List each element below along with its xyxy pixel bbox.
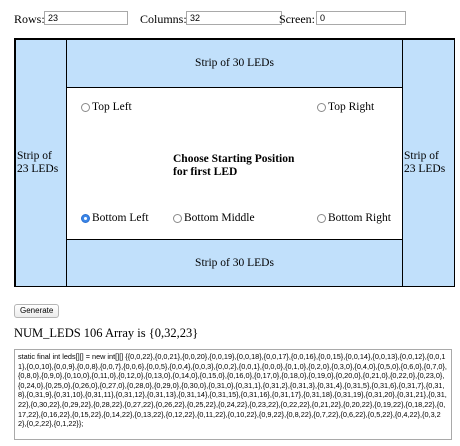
screen-input[interactable]: [316, 11, 406, 25]
option-bottom-middle-label: Bottom Middle: [184, 212, 255, 224]
screen-label: Screen:: [279, 12, 315, 26]
columns-label: Columns:: [140, 12, 187, 26]
option-top-left-label: Top Left: [92, 101, 132, 113]
strip-right: Strip of 23 LEDs: [402, 39, 455, 287]
radio-bottom-middle[interactable]: [173, 214, 182, 223]
strip-top-label: Strip of 30 LEDs: [195, 57, 274, 69]
config-row: Rows: Columns: Screen:: [14, 10, 454, 28]
rows-label: Rows:: [14, 12, 45, 26]
columns-input[interactable]: [186, 11, 282, 25]
radio-top-right[interactable]: [317, 103, 326, 112]
strip-left: Strip of 23 LEDs: [15, 39, 67, 287]
option-top-left[interactable]: Top Left: [81, 101, 132, 114]
strip-right-label: Strip of 23 LEDs: [404, 150, 446, 175]
generate-button[interactable]: Generate: [14, 304, 60, 318]
strip-left-label: Strip of 23 LEDs: [17, 150, 59, 175]
option-bottom-right[interactable]: Bottom Right: [317, 212, 391, 225]
prompt-line-2: for first LED: [173, 166, 238, 178]
rows-input[interactable]: [44, 11, 128, 25]
strip-bottom: Strip of 30 LEDs: [66, 239, 403, 287]
code-output-textarea[interactable]: static final int leds[][] = new int[][] …: [14, 349, 452, 440]
led-layout-diagram: Strip of 30 LEDs Strip of 23 LEDs Strip …: [14, 38, 455, 287]
option-bottom-left[interactable]: Bottom Left: [81, 212, 149, 225]
option-bottom-left-label: Bottom Left: [92, 212, 149, 224]
start-position-prompt: Choose Starting Position for first LED: [173, 153, 294, 179]
option-bottom-right-label: Bottom Right: [328, 212, 391, 224]
option-bottom-middle[interactable]: Bottom Middle: [173, 212, 255, 225]
prompt-line-1: Choose Starting Position: [173, 153, 295, 165]
option-top-right-label: Top Right: [328, 101, 375, 113]
num-leds-summary: NUM_LEDS 106 Array is {0,32,23}: [14, 326, 199, 340]
radio-top-left[interactable]: [81, 103, 90, 112]
start-position-panel: Top Left Top Right Choose Starting Posit…: [66, 87, 403, 240]
option-top-right[interactable]: Top Right: [317, 101, 374, 114]
radio-bottom-right[interactable]: [317, 214, 326, 223]
strip-top: Strip of 30 LEDs: [66, 39, 403, 88]
radio-bottom-left[interactable]: [81, 214, 90, 223]
strip-bottom-label: Strip of 30 LEDs: [195, 256, 274, 269]
